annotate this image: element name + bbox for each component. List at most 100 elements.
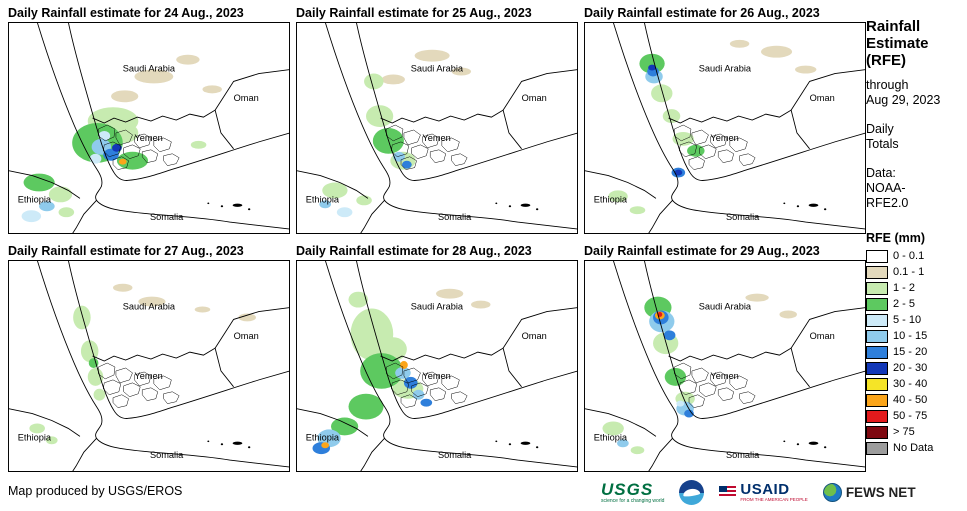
rainfall-map: Saudi Arabia Oman Yemen Ethiopia Somalia (584, 22, 866, 234)
legend-label: 30 - 40 (893, 378, 928, 390)
svg-text:Ethiopia: Ethiopia (594, 194, 628, 204)
legend-item: No Data (866, 440, 965, 456)
period-label: Daily Totals (866, 122, 899, 151)
svg-text:Ethiopia: Ethiopia (594, 432, 628, 442)
legend-item: 0.1 - 1 (866, 264, 965, 280)
legend-label: 15 - 20 (893, 346, 928, 358)
fewsnet-logo: FEWS NET (822, 482, 916, 502)
legend-title: RFE (mm) (866, 231, 926, 245)
legend-item: 5 - 10 (866, 312, 965, 328)
svg-text:Saudi Arabia: Saudi Arabia (411, 63, 464, 73)
usgs-logo: USGS science for a changing world (601, 481, 664, 504)
svg-text:Ethiopia: Ethiopia (18, 194, 52, 204)
svg-text:Ethiopia: Ethiopia (18, 432, 52, 442)
legend-item: > 75 (866, 424, 965, 440)
map-panel: Daily Rainfall estimate for 29 Aug., 202… (584, 244, 866, 472)
noaa-logo-icon (679, 479, 705, 505)
svg-text:Yemen: Yemen (710, 133, 738, 143)
legend-swatch (866, 249, 888, 263)
legend-swatch (866, 297, 888, 311)
rainfall-map: Saudi Arabia Oman Yemen Ethiopia Somalia (296, 260, 578, 472)
legend-item: 30 - 40 (866, 376, 965, 392)
map-title: Daily Rainfall estimate for 25 Aug., 202… (296, 6, 532, 20)
data-source: Data: NOAA- RFE2.0 (866, 166, 909, 210)
legend-swatch (866, 409, 888, 423)
legend-swatch (866, 393, 888, 407)
rainfall-map: Saudi Arabia Oman Yemen Ethiopia Somalia (296, 22, 578, 234)
logo-bar: USGS science for a changing world USAID … (601, 477, 916, 507)
svg-text:Oman: Oman (234, 93, 259, 103)
map-title: Daily Rainfall estimate for 24 Aug., 202… (8, 6, 244, 20)
legend-swatch (866, 377, 888, 391)
legend-item: 50 - 75 (866, 408, 965, 424)
usaid-logo-text: USAID (740, 480, 790, 498)
legend-label: 20 - 30 (893, 362, 928, 374)
svg-text:Somalia: Somalia (150, 212, 184, 222)
usgs-logo-text: USGS (601, 479, 654, 499)
legend-label: 1 - 2 (893, 282, 916, 294)
map-title: Daily Rainfall estimate for 27 Aug., 202… (8, 244, 244, 258)
sidebar: Rainfall Estimate (RFE) through Aug 29, … (866, 18, 965, 456)
map-panel: Daily Rainfall estimate for 25 Aug., 202… (296, 6, 578, 234)
map-panel: Daily Rainfall estimate for 24 Aug., 202… (8, 6, 290, 234)
svg-text:Yemen: Yemen (134, 133, 162, 143)
svg-text:Saudi Arabia: Saudi Arabia (699, 63, 752, 73)
usaid-logo-tagline: FROM THE AMERICAN PEOPLE (740, 496, 808, 502)
rainfall-map: Saudi Arabia Oman Yemen Ethiopia Somalia (8, 260, 290, 472)
map-panel: Daily Rainfall estimate for 28 Aug., 202… (296, 244, 578, 472)
map-title: Daily Rainfall estimate for 28 Aug., 202… (296, 244, 532, 258)
svg-text:Ethiopia: Ethiopia (306, 194, 340, 204)
sidebar-title-line: Estimate (866, 35, 929, 52)
legend-label: 50 - 75 (893, 410, 928, 422)
svg-text:Saudi Arabia: Saudi Arabia (123, 63, 176, 73)
svg-text:Yemen: Yemen (422, 371, 450, 381)
legend-item: 2 - 5 (866, 296, 965, 312)
legend-label: 40 - 50 (893, 394, 928, 406)
legend-item: 1 - 2 (866, 280, 965, 296)
legend-swatch (866, 281, 888, 295)
legend-swatch (866, 345, 888, 359)
svg-text:Somalia: Somalia (438, 450, 472, 460)
legend-swatch (866, 425, 888, 439)
legend-item: 10 - 15 (866, 328, 965, 344)
legend-swatch (866, 361, 888, 375)
through-label: through (866, 78, 909, 92)
legend-label: > 75 (893, 426, 915, 438)
rainfall-map: Saudi Arabia Oman Yemen Ethiopia Somalia (8, 22, 290, 234)
legend-item: 20 - 30 (866, 360, 965, 376)
legend-swatch (866, 313, 888, 327)
svg-text:Oman: Oman (810, 331, 835, 341)
legend-label: 0.1 - 1 (893, 266, 925, 278)
svg-text:Yemen: Yemen (134, 371, 162, 381)
svg-text:Yemen: Yemen (422, 133, 450, 143)
legend-label: 10 - 15 (893, 330, 928, 342)
legend-items: 0 - 0.1 0.1 - 1 1 - 2 2 - 5 5 - 10 10 - 15 15 … (866, 248, 965, 456)
svg-text:Somalia: Somalia (726, 450, 760, 460)
map-credit: Map produced by USGS/EROS (8, 484, 183, 498)
sidebar-title-line: Rainfall (866, 18, 921, 35)
legend-swatch (866, 329, 888, 343)
legend-swatch (866, 265, 888, 279)
map-title: Daily Rainfall estimate for 29 Aug., 202… (584, 244, 820, 258)
svg-text:Somalia: Somalia (438, 212, 472, 222)
svg-text:Oman: Oman (522, 331, 547, 341)
legend-label: 5 - 10 (893, 314, 922, 326)
map-panel: Daily Rainfall estimate for 27 Aug., 202… (8, 244, 290, 472)
legend-label: 2 - 5 (893, 298, 916, 310)
usaid-logo: USAID FROM THE AMERICAN PEOPLE (719, 480, 808, 502)
through-date: Aug 29, 2023 (866, 93, 941, 107)
legend-item: 15 - 20 (866, 344, 965, 360)
svg-text:Oman: Oman (234, 331, 259, 341)
legend-item: 40 - 50 (866, 392, 965, 408)
legend-swatch (866, 441, 888, 455)
legend-label: No Data (893, 442, 934, 454)
sidebar-title-line: (RFE) (866, 52, 906, 69)
globe-icon (822, 482, 842, 502)
svg-text:Oman: Oman (810, 93, 835, 103)
svg-text:Saudi Arabia: Saudi Arabia (411, 301, 464, 311)
svg-text:Somalia: Somalia (150, 450, 184, 460)
svg-text:Oman: Oman (522, 93, 547, 103)
usgs-logo-tagline: science for a changing world (601, 497, 665, 504)
svg-text:Saudi Arabia: Saudi Arabia (123, 301, 176, 311)
svg-text:Ethiopia: Ethiopia (306, 432, 340, 442)
